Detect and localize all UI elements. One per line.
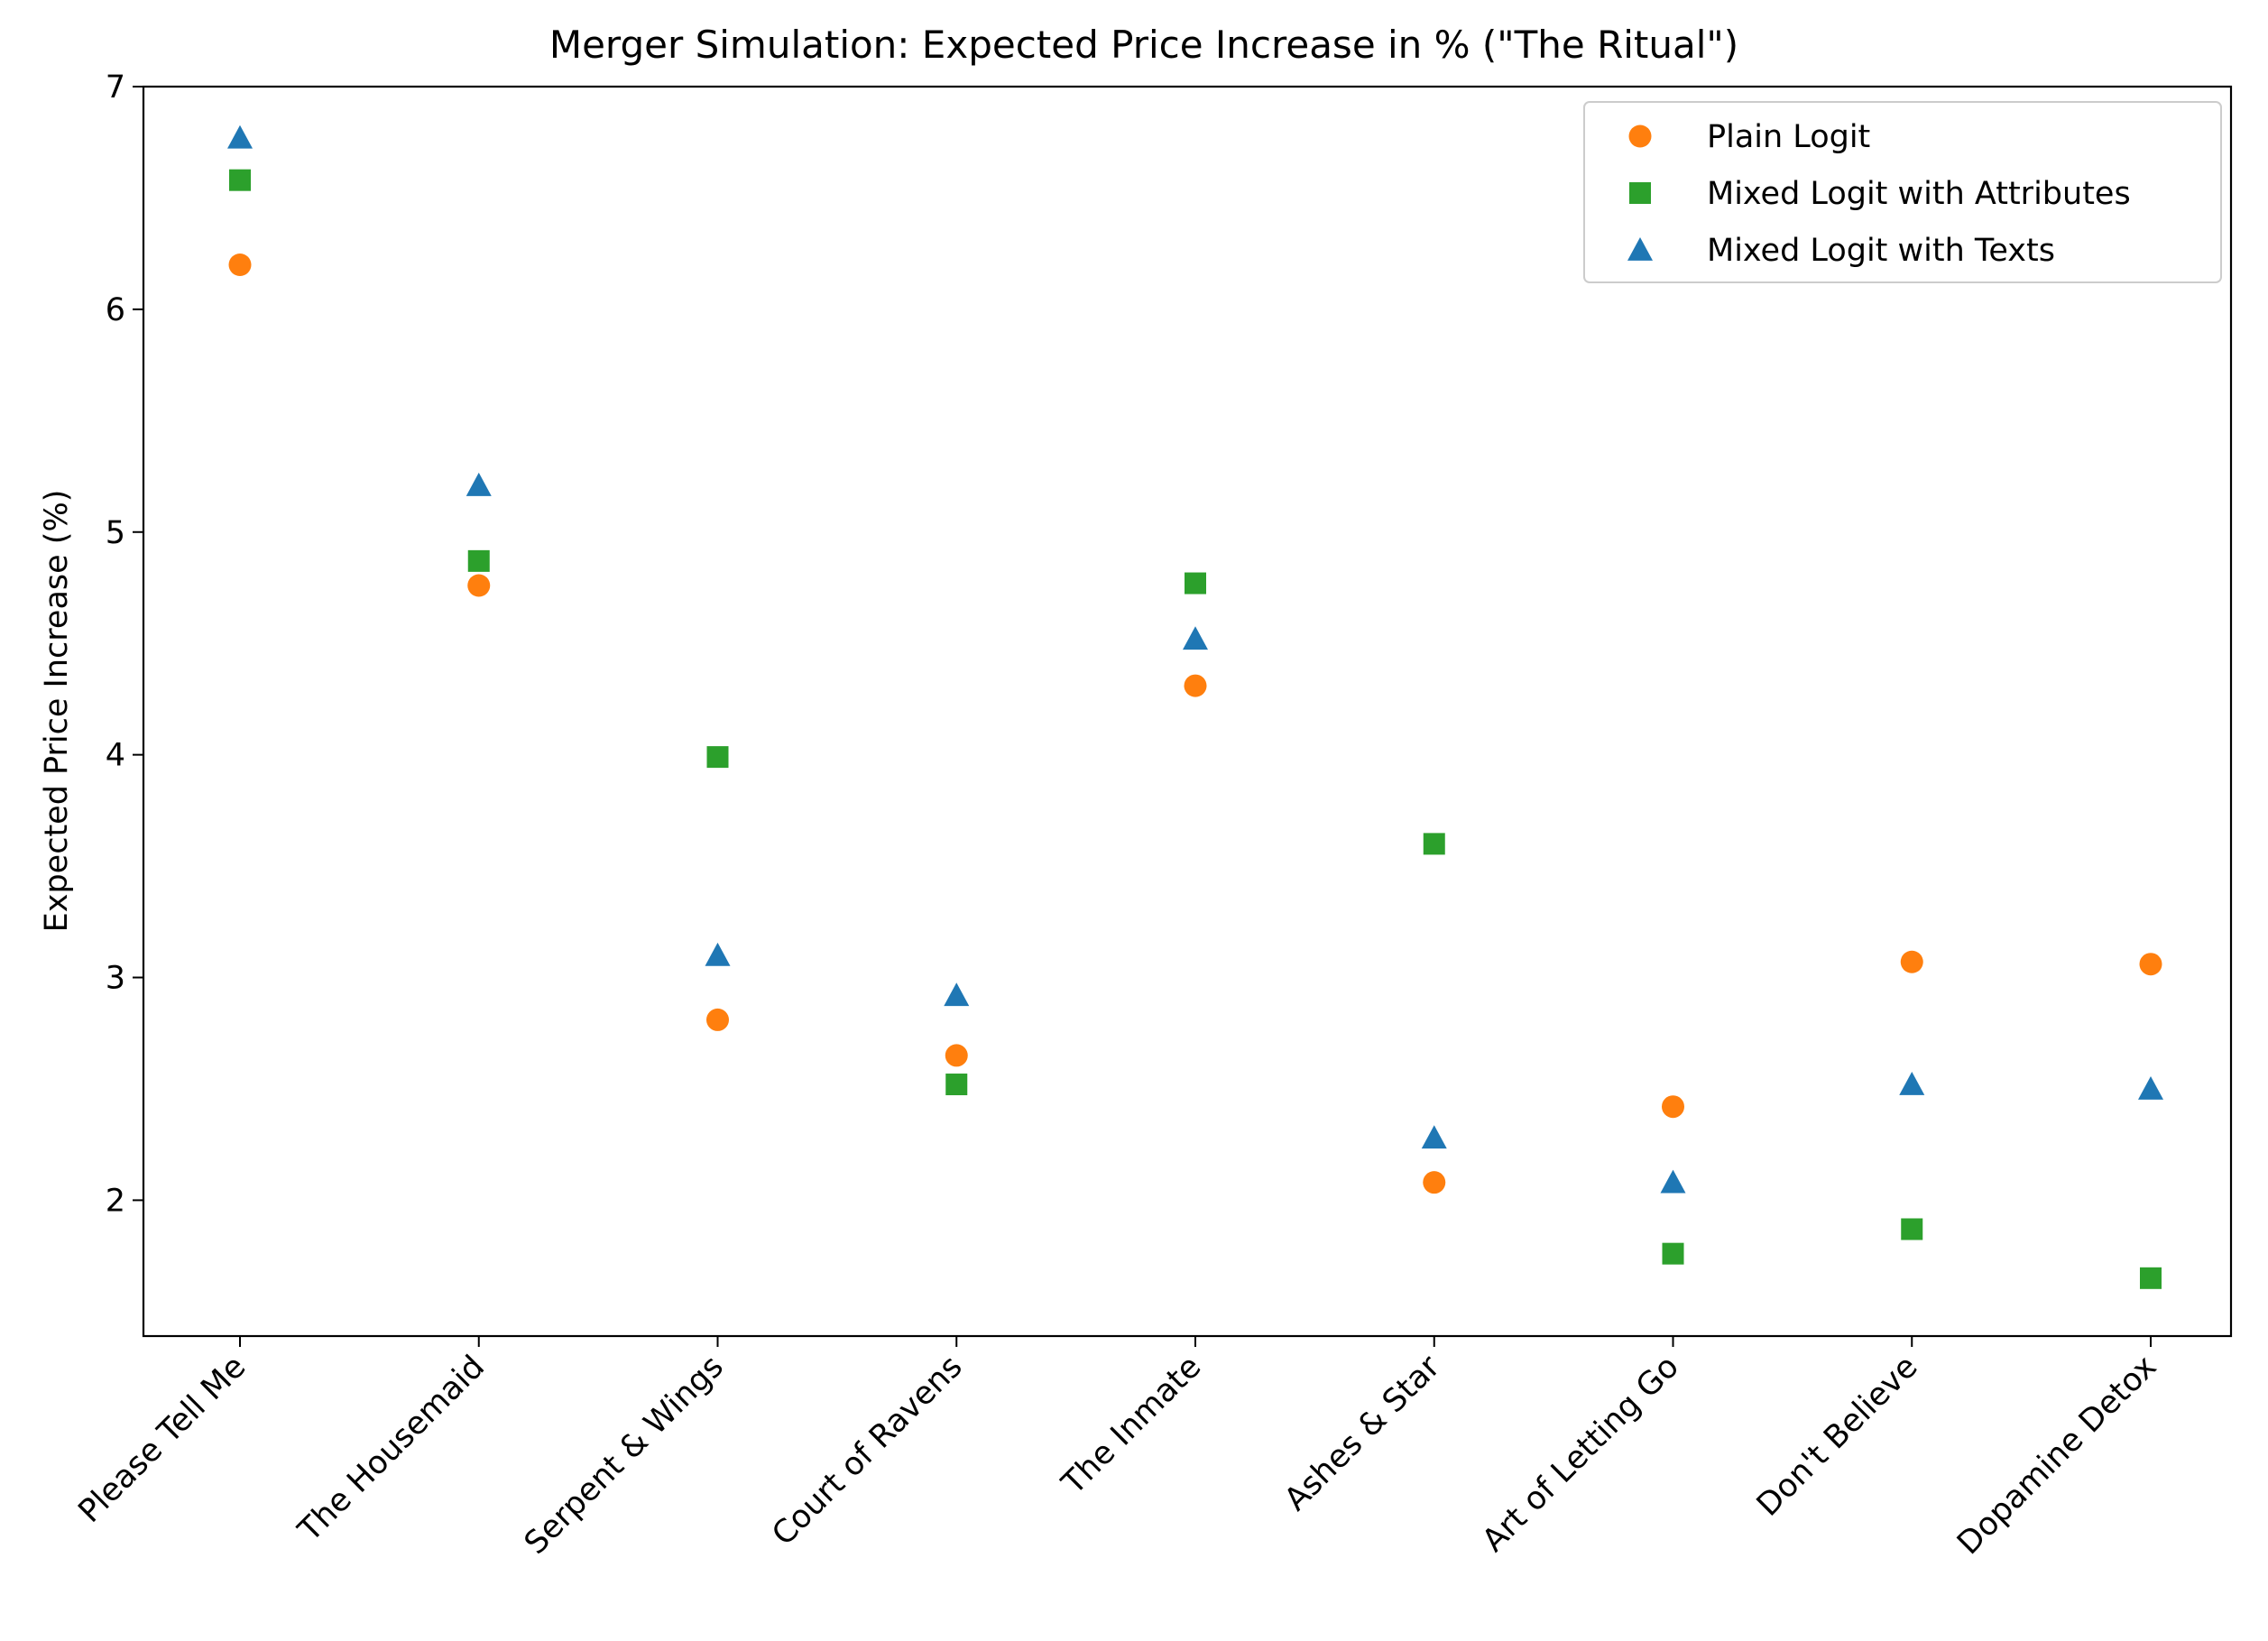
data-point [467,549,490,572]
data-point [706,1008,729,1031]
data-point [1183,626,1208,650]
data-point [227,124,253,149]
legend-marker [1628,124,1652,148]
data-point [2139,953,2162,976]
data-point [1662,1242,1684,1265]
data-point [945,1044,968,1067]
chart-title: Merger Simulation: Expected Price Increa… [549,23,1738,67]
legend: Plain Logit Mixed Logit with Attributes Mi… [1583,101,2222,283]
y-tick-label: 4 [106,738,125,774]
legend-label: Mixed Logit with Texts [1707,233,2055,269]
y-tick-label: 3 [106,961,125,997]
data-point [1184,674,1207,697]
data-point [1899,1072,1925,1095]
data-point [2138,1075,2163,1100]
data-point [228,254,252,277]
y-tick-label: 2 [106,1183,125,1219]
data-point [1662,1095,1684,1119]
data-point [466,472,492,496]
legend-marker [1627,237,1653,261]
data-point [945,1074,968,1096]
data-point [1421,1125,1447,1149]
y-axis-ticks: 2 3 4 5 6 7 [106,69,143,1219]
legend-box [1583,101,2222,283]
data-point [1900,950,1923,973]
y-axis-label: Expected Price Increase (%) [39,490,75,933]
data-point [1423,833,1445,855]
plot-frame [142,85,2233,1338]
y-tick-label: 7 [106,69,125,106]
data-point [229,169,251,191]
data-point [705,942,731,966]
data-point [706,746,729,769]
data-point [1423,1171,1446,1194]
data-point [944,982,970,1007]
legend-marker [1629,182,1651,204]
data-point [2140,1267,2162,1289]
data-markers [227,124,2163,1289]
data-point [1901,1218,1923,1240]
legend-label: Mixed Logit with Attributes [1707,176,2131,212]
data-point [1660,1169,1686,1194]
data-point [467,574,491,597]
legend-label: Plain Logit [1707,119,1870,155]
y-tick-label: 5 [106,515,125,551]
data-point [1185,572,1206,595]
y-tick-label: 6 [106,292,125,328]
